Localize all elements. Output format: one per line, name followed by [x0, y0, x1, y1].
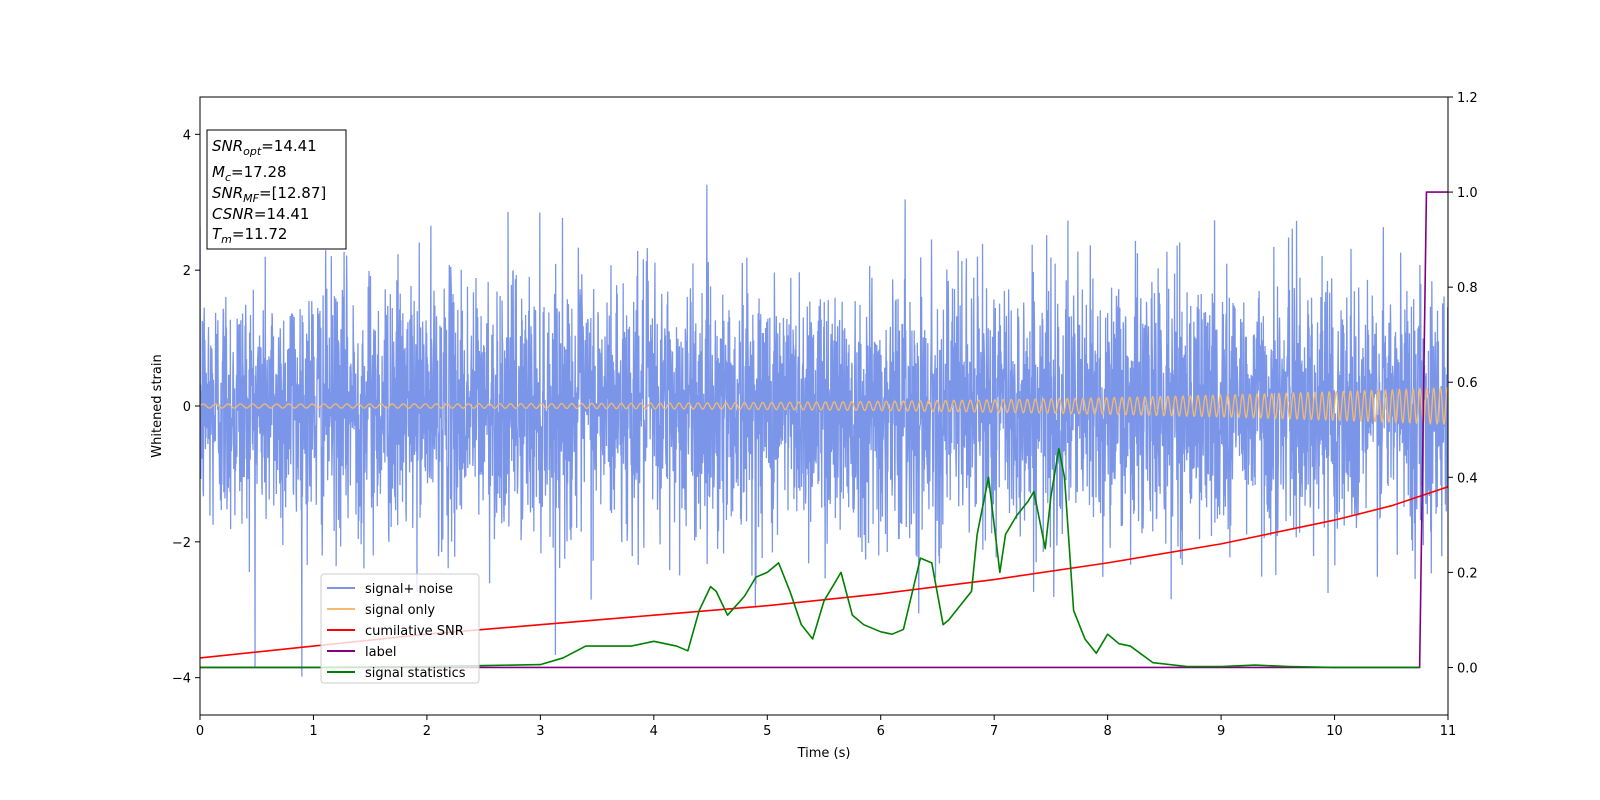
- legend-entry-label: label: [365, 645, 396, 660]
- y-right-tick-label: 0.0: [1457, 661, 1478, 676]
- x-tick-label: 11: [1440, 724, 1457, 739]
- y-left-tick-label: 0: [183, 400, 191, 415]
- y-right-tick-label: 0.6: [1457, 376, 1478, 391]
- x-tick-label: 8: [1103, 724, 1111, 739]
- annotation-csnr: CSNR=14.41: [212, 205, 309, 223]
- y-axis-label: Whitened strain: [150, 354, 165, 457]
- x-tick-label: 7: [990, 724, 998, 739]
- x-axis-label: Time (s): [797, 746, 851, 761]
- x-tick-label: 1: [309, 724, 317, 739]
- y-left-tick-label: 2: [183, 264, 191, 279]
- y-left-tick-label: 4: [183, 128, 191, 143]
- annotation-tm: Tm=11.72: [212, 225, 287, 246]
- x-tick-label: 9: [1217, 724, 1225, 739]
- y-axis-right: 0.0 0.2 0.4 0.6 0.8 1.0 1.2: [1448, 91, 1478, 676]
- annotation-snr-mf: SNRMF=[12.87]: [212, 184, 326, 205]
- y-left-tick-label: −4: [172, 672, 191, 687]
- legend-entry-label: signal statistics: [365, 666, 466, 681]
- series-label-line: [200, 191, 1448, 669]
- x-tick-label: 10: [1326, 724, 1343, 739]
- annotation-mc: Mc=17.28: [212, 163, 287, 184]
- x-tick-label: 5: [763, 724, 771, 739]
- x-tick-label: 3: [536, 724, 544, 739]
- series-signal-statistics-line: [200, 447, 1420, 669]
- x-tick-label: 4: [650, 724, 658, 739]
- y-right-tick-label: 1.0: [1457, 186, 1478, 201]
- annotation-snr-opt: SNRopt=14.41: [212, 137, 317, 158]
- x-axis: 0 1 2 3 4 5 6 7 8 9 10 11: [196, 715, 1456, 739]
- y-right-tick-label: 0.8: [1457, 281, 1478, 296]
- y-right-tick-label: 0.2: [1457, 566, 1478, 581]
- x-tick-label: 6: [877, 724, 885, 739]
- series-signal-only-line: [200, 386, 1448, 426]
- y-left-tick-label: −2: [172, 536, 191, 551]
- y-right-tick-label: 0.4: [1457, 471, 1478, 486]
- x-tick-label: 0: [196, 724, 204, 739]
- legend: signal+ noise signal only cumilative SNR la…: [320, 573, 480, 684]
- annotation-box: SNRopt=14.41 Mc=17.28 SNRMF=[12.87] CSNR…: [206, 129, 347, 250]
- y-axis-left: −4 −2 0 2 4: [172, 128, 200, 687]
- x-tick-label: 2: [423, 724, 431, 739]
- y-right-tick-label: 1.2: [1457, 91, 1478, 106]
- legend-entry-label: signal only: [365, 603, 435, 618]
- legend-entry-label: signal+ noise: [365, 582, 453, 597]
- legend-frame: [320, 573, 480, 684]
- legend-entry-label: cumilative SNR: [365, 624, 464, 639]
